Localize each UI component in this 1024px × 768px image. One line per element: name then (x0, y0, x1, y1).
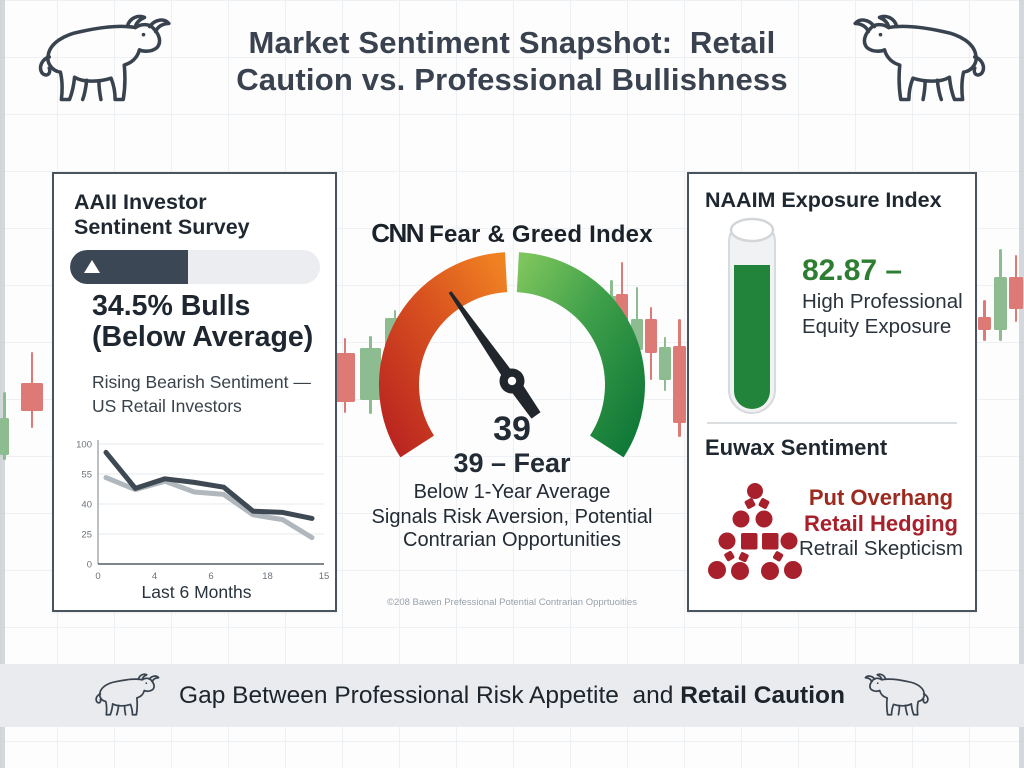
svg-text:55: 55 (81, 470, 92, 481)
bull-icon-banner-left (91, 671, 165, 721)
aaii-panel: AAII Investor Sentinent Survey 34.5% Bul… (52, 172, 337, 612)
gauge-note-2: Signals Risk Aversion, Potential (371, 506, 653, 528)
page-title-line2: Caution vs. Professional Bullishness (236, 62, 788, 98)
aaii-heading: AAII Investor Sentinent Survey (74, 190, 250, 239)
euwax-pyramid-icon (708, 483, 802, 580)
naaim-desc-line2: Equity Exposure (802, 315, 952, 338)
candle-body (673, 346, 686, 423)
svg-text:0: 0 (87, 560, 92, 571)
candle-body (659, 347, 671, 380)
bulls-percent-note: (Below Average) (92, 321, 314, 353)
naaim-heading: NAAIM Exposure Index (705, 188, 942, 212)
fear-greed-heading: CNN Fear & Greed Index (371, 218, 653, 248)
svg-text:15: 15 (319, 571, 330, 582)
candle-body (978, 317, 991, 330)
fear-greed-gauge (379, 252, 645, 458)
naaim-desc-line1: High Professional (802, 290, 963, 313)
svg-text:4: 4 (152, 571, 157, 582)
euwax-line1: Put Overhang (808, 485, 954, 510)
svg-text:0: 0 (95, 571, 100, 582)
svg-text:6: 6 (208, 571, 213, 582)
gauge-value: 39 (493, 410, 531, 448)
candle-body (21, 383, 43, 411)
panel-divider (707, 422, 957, 424)
svg-text:40: 40 (81, 500, 92, 511)
candle-body (1009, 277, 1023, 309)
bulls-progress-fill (70, 250, 188, 284)
aaii-subtitle-line1: Rising Bearish Sentiment — (92, 372, 311, 392)
page-title: Market Sentiment Snapshot: Retail Cautio… (0, 24, 1024, 98)
triangle-up-icon (84, 260, 100, 273)
svg-text:18: 18 (262, 571, 273, 582)
candle-body (360, 348, 381, 400)
right-edge-strip (1019, 0, 1024, 768)
svg-text:100: 100 (76, 440, 92, 451)
svg-text:25: 25 (81, 530, 92, 541)
euwax-heading: Euwax Sentiment (705, 435, 888, 460)
candle-body (0, 418, 9, 455)
chart-x-axis-label: Last 6 Months (141, 582, 252, 602)
exposure-thermometer-icon (728, 217, 776, 414)
banner-text: Gap Between Professional Risk Appetite a… (179, 681, 845, 709)
gauge-arc-fear (379, 252, 508, 458)
candle-body (335, 353, 355, 402)
candle-body (994, 277, 1007, 330)
gauge-note-1: Below 1-Year Average (413, 481, 611, 503)
euwax-text-block: Put Overhang Retail Hedging Retrail Skep… (793, 487, 969, 560)
naaim-panel: NAAIM Exposure Index 82.87 – High Profes… (687, 172, 977, 612)
gauge-value-label: 39 – Fear (453, 448, 571, 478)
left-edge-strip (0, 0, 5, 768)
bottom-banner: Gap Between Professional Risk Appetite a… (0, 664, 1024, 727)
page-title-line1: Market Sentiment Snapshot: Retail (248, 25, 776, 60)
gauge-footnote: ©208 Bawen Prefessional Potential Contra… (387, 597, 637, 608)
aaii-subtitle-line2: US Retail Investors (92, 396, 242, 416)
sentiment-line-chart: 100 55 40 25 00 4 6 18 15 (76, 440, 330, 583)
bull-icon-banner-right (859, 671, 933, 721)
naaim-value: 82.87 – (802, 254, 903, 287)
bulls-percent-stat: 34.5% Bulls (92, 290, 251, 322)
gauge-arc-greed (516, 252, 645, 458)
euwax-line2: Retail Hedging (803, 511, 958, 536)
candle-body (645, 319, 657, 353)
cnn-logo: CNN (371, 218, 424, 248)
bulls-progress-bar (70, 250, 320, 284)
euwax-line3: Retrail Skepticism (798, 537, 964, 560)
gauge-note-3: Contrarian Opportunities (403, 529, 621, 551)
gauge-needle (448, 291, 541, 419)
